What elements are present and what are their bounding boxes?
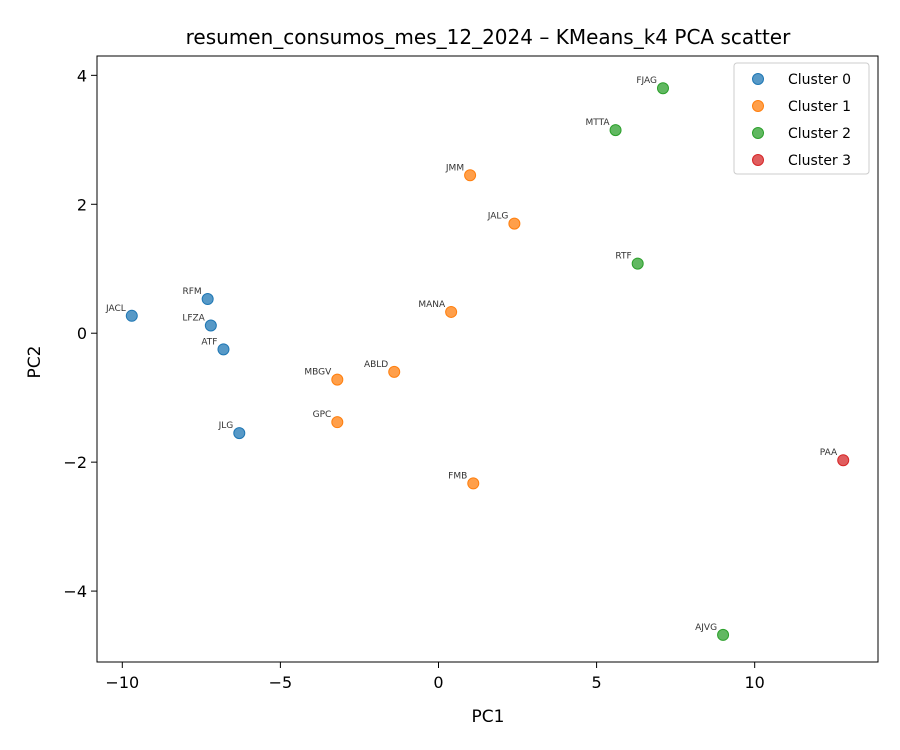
- scatter-point-rfm: [201, 293, 214, 306]
- scatter-points: [125, 82, 850, 641]
- y-tick-label: 0: [77, 324, 87, 343]
- plot-frame: [96, 55, 879, 663]
- scatter-point-mbgv: [331, 373, 344, 386]
- point-label-atf: ATF: [201, 337, 217, 347]
- scatter-point-fjag: [656, 82, 669, 95]
- point-labels: JACL RFM LFZA ATF JLG JMM JALG MANA ABLD MBGV GPC F…: [105, 76, 838, 633]
- axis-ticks: −10 −5 0 5 10 −4 −2 0 2 4: [63, 66, 764, 692]
- y-tick-label: 2: [77, 195, 87, 214]
- point-label-jlg: JLG: [218, 421, 234, 431]
- legend-marker-cluster-1: [752, 100, 764, 112]
- point-label-jacl: JACL: [105, 304, 126, 314]
- scatter-point-jmm: [464, 169, 477, 182]
- x-axis-title: PC1: [472, 707, 505, 727]
- y-tick-label: −2: [63, 453, 87, 472]
- point-label-rtf: RTF: [615, 252, 631, 262]
- legend-marker-cluster-0: [752, 73, 764, 85]
- legend-label-cluster-2: Cluster 2: [788, 126, 851, 142]
- scatter-point-gpc: [331, 416, 344, 429]
- scatter-point-abld: [388, 365, 401, 378]
- x-tick-label: −5: [269, 673, 293, 692]
- point-label-abld: ABLD: [364, 360, 388, 370]
- point-label-ajvg: AJVG: [695, 623, 717, 633]
- scatter-point-jalg: [508, 217, 521, 230]
- x-tick-label: 10: [745, 673, 765, 692]
- point-label-paa: PAA: [820, 448, 838, 458]
- point-label-jalg: JALG: [487, 212, 509, 222]
- scatter-point-atf: [217, 343, 230, 356]
- point-label-fmb: FMB: [448, 471, 467, 481]
- scatter-point-lfza: [204, 319, 217, 332]
- scatter-point-jlg: [233, 427, 246, 440]
- legend-marker-cluster-3: [752, 154, 764, 166]
- scatter-point-paa: [837, 454, 850, 467]
- y-axis-title: PC2: [25, 346, 45, 379]
- point-label-lfza: LFZA: [182, 313, 205, 323]
- point-label-mtta: MTTA: [585, 118, 610, 128]
- scatter-point-mana: [445, 305, 458, 318]
- point-label-mbgv: MBGV: [304, 368, 332, 378]
- point-label-fjag: FJAG: [636, 76, 657, 86]
- y-tick-label: −4: [63, 582, 87, 601]
- legend: Cluster 0 Cluster 1 Cluster 2 Cluster 3: [733, 62, 870, 175]
- point-label-gpc: GPC: [313, 410, 332, 420]
- legend-label-cluster-0: Cluster 0: [788, 72, 851, 88]
- scatter-point-rtf: [631, 257, 644, 270]
- chart-title: resumen_consumos_mes_12_2024 – KMeans_k4…: [186, 25, 791, 49]
- scatter-point-mtta: [609, 124, 622, 137]
- x-tick-label: 0: [433, 673, 443, 692]
- scatter-point-jacl: [125, 309, 138, 322]
- legend-label-cluster-3: Cluster 3: [788, 153, 851, 169]
- legend-marker-cluster-2: [752, 127, 764, 139]
- scatter-point-fmb: [467, 477, 480, 490]
- point-label-rfm: RFM: [182, 287, 201, 297]
- x-tick-label: 5: [591, 673, 601, 692]
- point-label-jmm: JMM: [445, 163, 464, 173]
- legend-label-cluster-1: Cluster 1: [788, 99, 851, 115]
- point-label-mana: MANA: [418, 300, 446, 310]
- x-tick-label: −10: [105, 673, 139, 692]
- y-tick-label: 4: [77, 66, 87, 85]
- scatter-point-ajvg: [717, 628, 730, 641]
- legend-frame: [733, 62, 870, 175]
